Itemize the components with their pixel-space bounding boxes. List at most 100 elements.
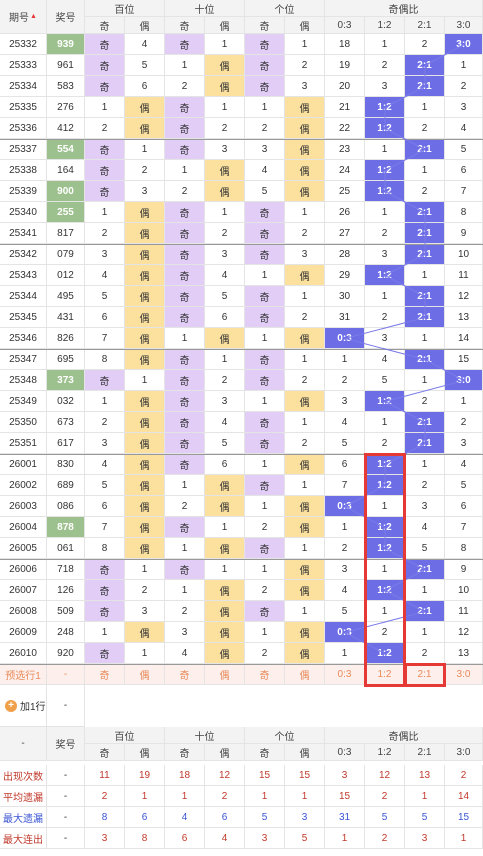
period-cell: 26004 [0,517,47,538]
odd-cell: 奇 [85,560,125,580]
period-cell: 25350 [0,412,47,433]
ratio-miss: 11 [445,265,483,286]
period-cell: 25340 [0,202,47,223]
period-cell: 25334 [0,76,47,97]
ratio-miss: 3 [365,328,405,349]
award-cell: 718 [47,560,85,580]
even-cell: 1 [285,412,325,433]
even-cell: 1 [125,140,165,160]
ratio-miss: 1 [405,160,445,181]
odd-cell: 奇 [165,97,205,118]
stats-value: 2 [365,786,405,807]
ratio-miss: 4 [365,350,405,370]
odd-cell: 1 [245,496,285,517]
even-cell: 6 [205,455,245,475]
ratio-miss: 2 [325,538,365,559]
even-cell: 偶 [125,475,165,496]
predict-row[interactable]: 预选行1- 奇偶奇偶奇偶 0:3 1:2 2:1 3:0 [0,664,483,685]
add-row-button[interactable]: + 加1行 [0,685,47,727]
even-cell: 偶 [205,538,245,559]
stats-value: 2 [365,828,405,849]
odd-cell: 2 [85,118,125,139]
period-cell: 26002 [0,475,47,496]
stats-row: 出现次数 -11 19 18 12 15 15 3 12 13 2 [0,765,483,786]
period-header[interactable]: 期号 ▲ [0,0,47,34]
predict-cell[interactable]: 奇 [245,665,285,685]
ratio-miss: 6 [445,160,483,181]
odd-cell: 奇 [245,307,285,328]
table-row: 25338 164 奇 2 1 偶 4 偶 24 1:2 1 6 [0,160,483,181]
even-cell: 3 [285,76,325,97]
table-row: 26002 689 5 偶 1 偶奇 1 7 1:2 2 5 [0,475,483,496]
table-row: 25348 373 奇 1 奇 2 奇 2 2 5 1 3:0 [0,370,483,391]
odd-cell: 5 [245,181,285,202]
stats-value: 3 [245,828,285,849]
ratio-miss: 1 [365,34,405,55]
odd-cell: 1 [245,97,285,118]
predict-cell[interactable]: 奇 [165,665,205,685]
ratio-hit: 2:1 [405,245,445,265]
award-cell: 695 [47,350,85,370]
even-cell: 偶 [125,496,165,517]
table-row: 25335 276 1 偶奇 1 1 偶 21 1:2 1 3 [0,97,483,118]
odd-cell: 奇 [165,370,205,391]
even-label: 偶 [285,744,325,761]
predict-cell[interactable]: 偶 [285,665,325,685]
odd-cell: 5 [85,286,125,307]
table-row: 25343 012 4 偶奇 4 1 偶 29 1:2 1 11 [0,265,483,286]
predict-cell[interactable]: 0:3 [325,665,365,685]
even-cell: 偶 [125,307,165,328]
even-cell: 偶 [125,517,165,538]
odd-cell: 奇 [165,265,205,286]
ratio-miss: 1 [365,140,405,160]
stats-value: 13 [405,765,445,786]
predict-cell[interactable]: 偶 [125,665,165,685]
even-cell: 偶 [125,391,165,412]
predict-cell[interactable]: 2:1 [405,665,445,685]
even-cell: 偶 [125,286,165,307]
ratio-hit: 1:2 [365,160,405,181]
predict-cell[interactable]: 奇 [85,665,125,685]
even-cell: 偶 [285,391,325,412]
ratio-miss: 31 [325,307,365,328]
sort-icon[interactable]: ▲ [30,13,37,20]
odd-cell: 奇 [85,160,125,181]
ratio-miss: 2 [365,223,405,244]
ratio-miss: 2 [365,433,405,454]
even-label: 偶 [125,17,165,34]
even-cell: 2 [285,370,325,391]
odd-cell: 1 [165,55,205,76]
stats-value: 3 [325,765,365,786]
ratio-miss: 20 [325,76,365,97]
odd-cell: 奇 [165,140,205,160]
odd-cell: 1 [165,475,205,496]
odd-label: 奇 [245,17,285,34]
plus-icon[interactable]: + [5,699,17,712]
ratio-miss: 11 [445,601,483,622]
predict-cell[interactable]: 偶 [205,665,245,685]
ratio-miss: 1 [365,202,405,223]
even-cell: 1 [205,202,245,223]
even-cell: 偶 [285,496,325,517]
stats-value: 6 [205,807,245,828]
odd-cell: 2 [85,412,125,433]
predict-cell[interactable]: 3:0 [445,665,483,685]
award-cell: 554 [47,140,85,160]
even-cell: 1 [285,538,325,559]
stats-value: 5 [245,807,285,828]
stats-value: 11 [85,765,125,786]
ratio-label: 3:0 [445,744,483,761]
odd-cell: 1 [245,560,285,580]
predict-cell[interactable]: 1:2 [365,665,405,685]
ratio-label: 1:2 [365,744,405,761]
even-cell: 1 [285,475,325,496]
odd-cell: 4 [85,265,125,286]
stats-value: 31 [325,807,365,828]
award-cell: 900 [47,181,85,202]
even-cell: 3 [205,140,245,160]
ratio-miss: 2 [365,622,405,643]
odd-cell: 8 [85,350,125,370]
even-cell: 3 [125,601,165,622]
ratio-miss: 1 [405,455,445,475]
ratio-hit: 1:2 [365,455,405,475]
